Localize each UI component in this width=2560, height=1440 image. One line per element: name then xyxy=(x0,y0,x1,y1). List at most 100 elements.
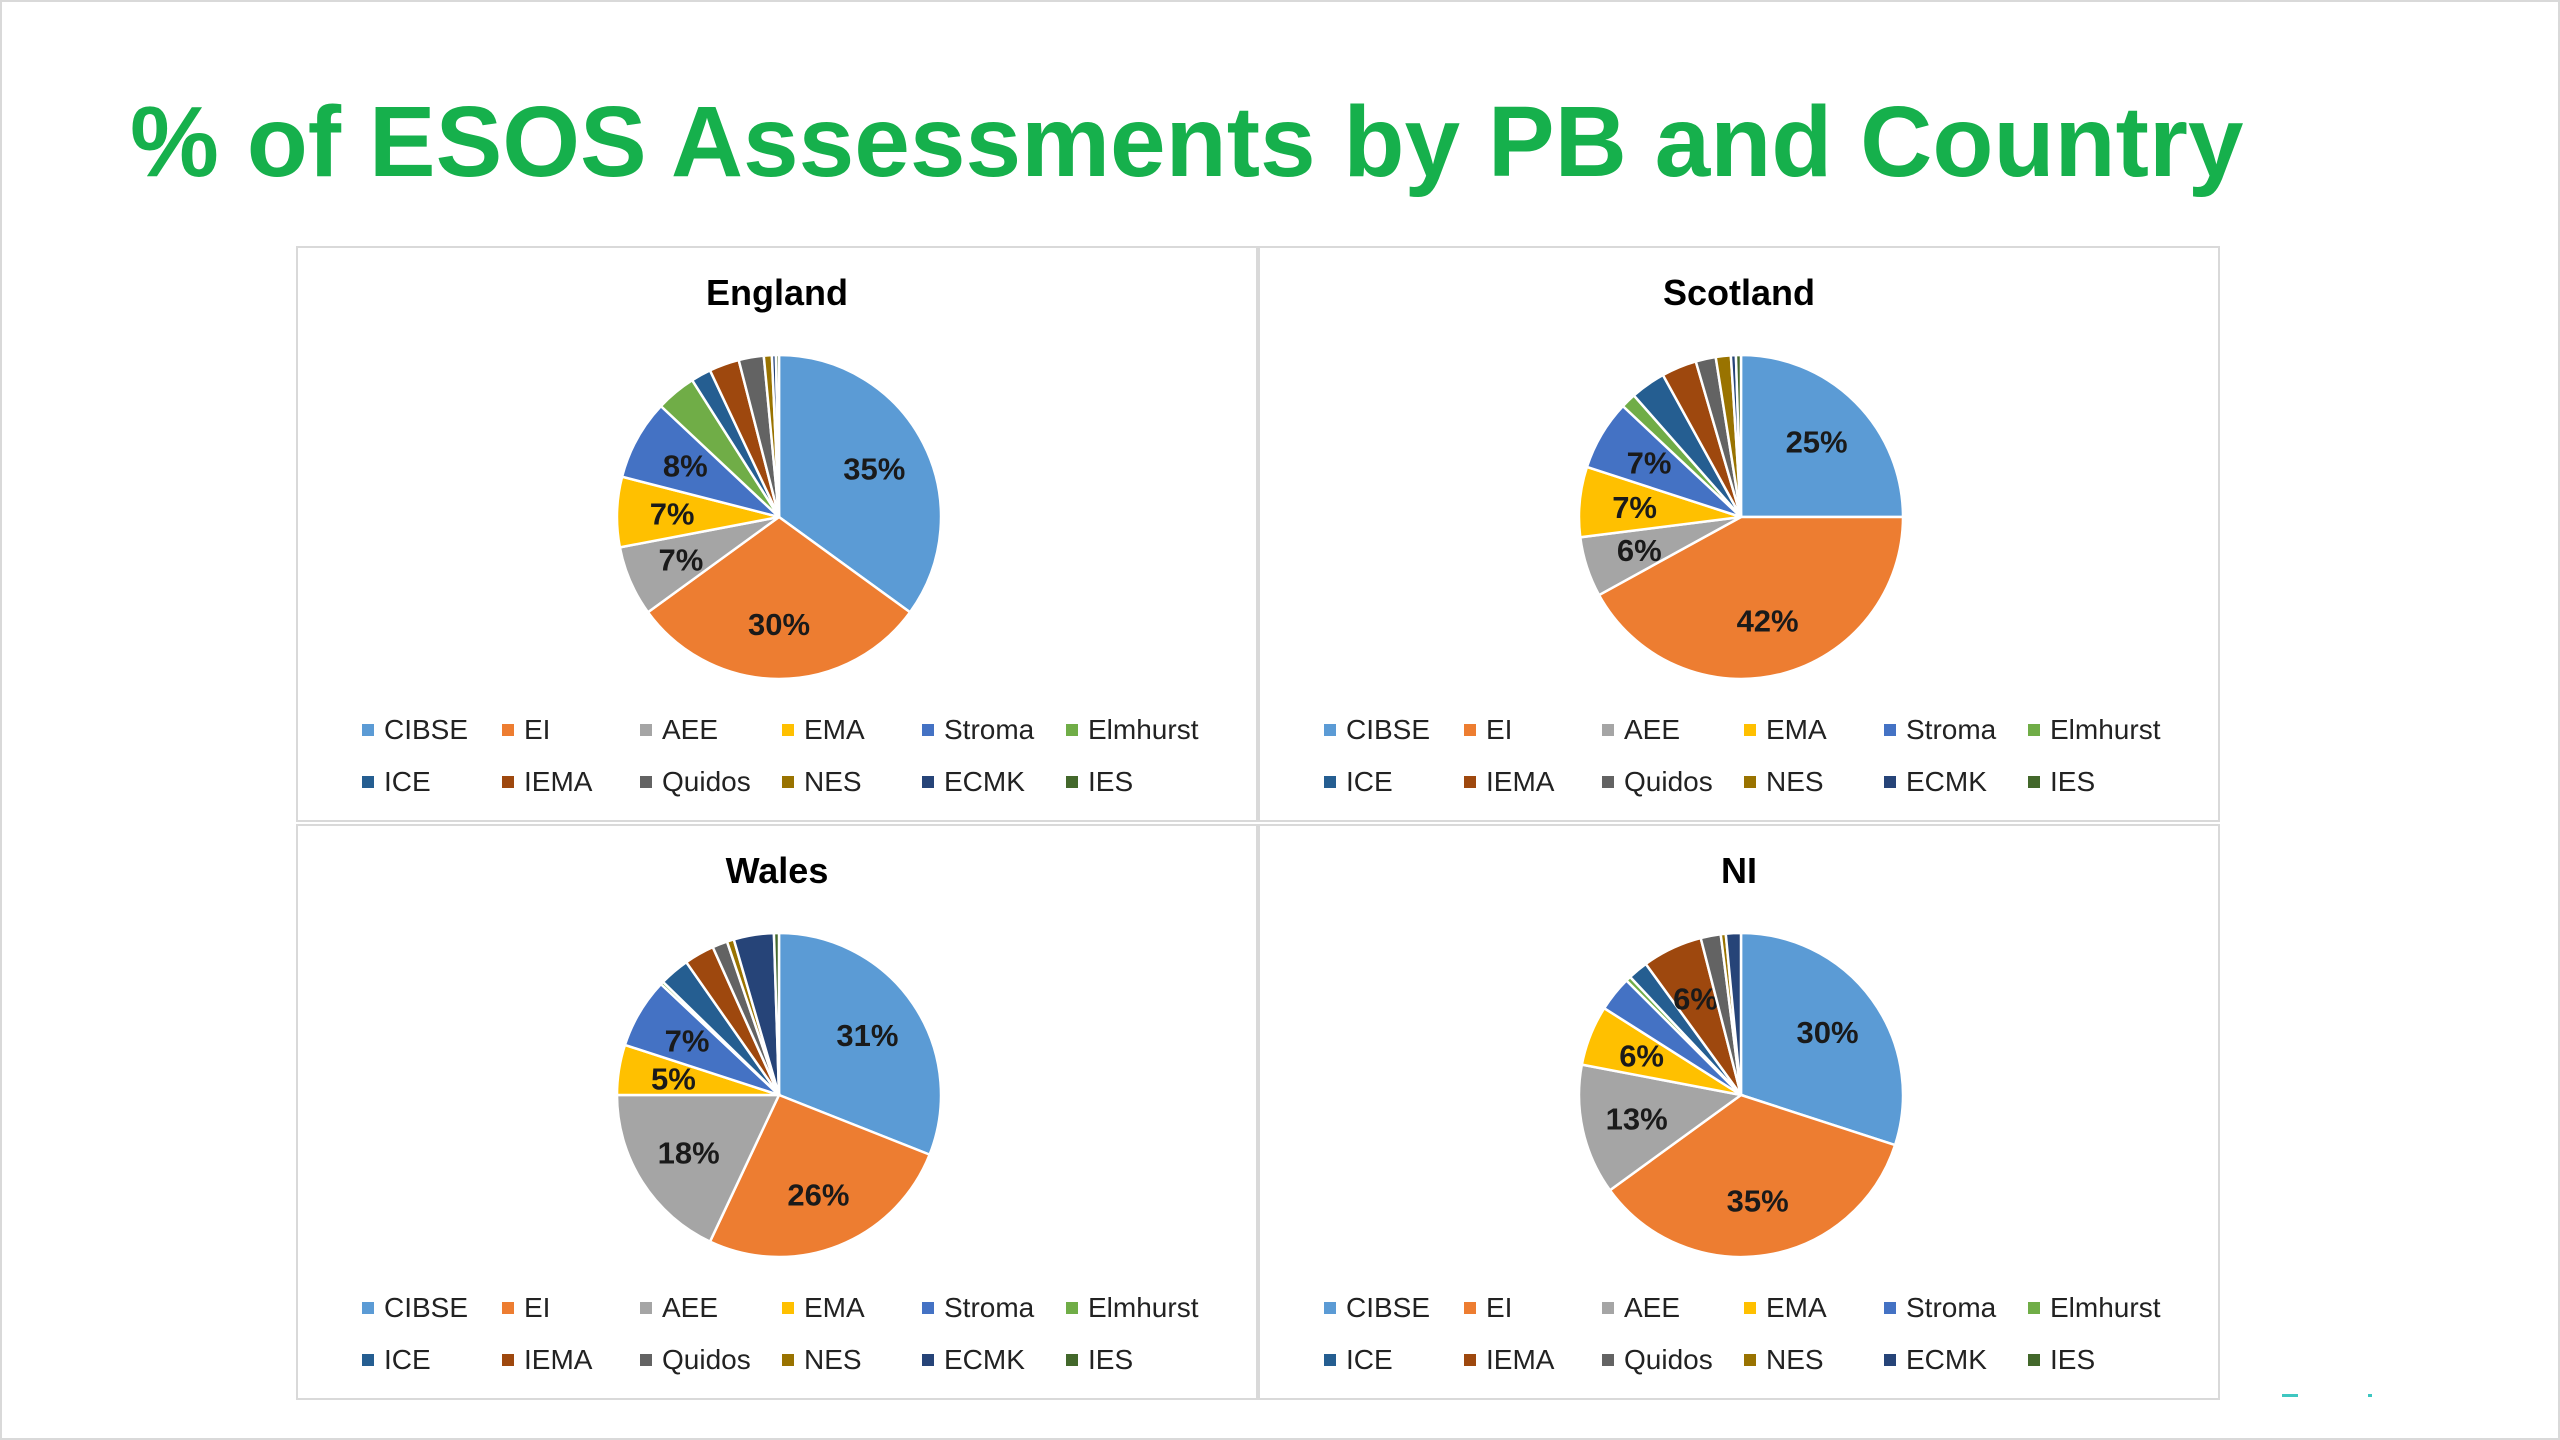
legend-label: ICE xyxy=(384,766,431,797)
legend-item-quidos: Quidos xyxy=(1602,1344,1713,1376)
data-label: 6% xyxy=(1619,1039,1664,1074)
legend-item-ei: EI xyxy=(502,714,550,746)
legend-swatch xyxy=(1744,1354,1756,1366)
legend-label: NES xyxy=(804,1344,862,1375)
legend-item-elmhurst: Elmhurst xyxy=(1066,1292,1198,1324)
legend-swatch xyxy=(1464,1354,1476,1366)
legend-swatch xyxy=(922,1354,934,1366)
legend-swatch xyxy=(782,724,794,736)
legend-item-aee: AEE xyxy=(640,714,718,746)
legend-label: EI xyxy=(524,1292,551,1323)
pie-slice-cibse xyxy=(1739,931,1905,1147)
pie-slice-ei xyxy=(708,1093,932,1259)
legend-label: EI xyxy=(1486,1292,1513,1323)
legend-swatch xyxy=(640,1354,652,1366)
legend-swatch xyxy=(1602,724,1614,736)
legend-swatch xyxy=(1602,1354,1614,1366)
legend-label: EI xyxy=(1486,714,1513,745)
legend-label: EMA xyxy=(1766,1292,1827,1323)
legend-item-stroma: Stroma xyxy=(1884,714,1996,746)
legend-swatch xyxy=(362,724,374,736)
legend-label: IES xyxy=(2050,1344,2096,1375)
chart-panel-england: England 35% 30% 7% 7% 8% CIBSE EI AEE EMA Stroma… xyxy=(296,246,1258,822)
legend-label: EMA xyxy=(804,714,865,745)
data-label: 35% xyxy=(1727,1184,1789,1219)
legend-item-elmhurst: Elmhurst xyxy=(2028,1292,2160,1324)
legend-swatch xyxy=(1464,724,1476,736)
legend-label: IES xyxy=(1088,766,1134,797)
data-label: 25% xyxy=(1786,424,1848,459)
pie-chart: 31% 26% 18% 5%7% xyxy=(615,931,943,1259)
legend-label: AEE xyxy=(662,1292,719,1323)
data-label: 7% xyxy=(658,543,703,578)
legend-label: Quidos xyxy=(662,766,751,797)
legend-label: ICE xyxy=(1346,766,1393,797)
legend-item-ice: ICE xyxy=(1324,1344,1393,1376)
legend-label: NES xyxy=(1766,766,1824,797)
legend-label: IEMA xyxy=(524,766,593,797)
legend-swatch xyxy=(362,776,374,788)
chart-title: England xyxy=(706,272,848,313)
legend-swatch xyxy=(502,1354,514,1366)
legend-item-iema: IEMA xyxy=(502,766,592,798)
legend-item-ecmk: ECMK xyxy=(922,1344,1025,1376)
data-label: 26% xyxy=(787,1177,849,1212)
legend-swatch xyxy=(640,776,652,788)
pie-slice-cibse xyxy=(777,353,943,614)
data-label: 7% xyxy=(650,497,695,532)
legend-swatch xyxy=(1324,1354,1336,1366)
pie-chart: 30% 35% 13% 6% 6% xyxy=(1577,931,1905,1259)
data-label: 5% xyxy=(651,1061,696,1096)
legend-label: CIBSE xyxy=(384,1292,469,1323)
legend-label: EI xyxy=(524,714,551,745)
legend-label: ECMK xyxy=(944,1344,1025,1375)
legend-label: Elmhurst xyxy=(1088,1292,1199,1323)
legend-label: NES xyxy=(804,766,862,797)
legend-swatch xyxy=(502,776,514,788)
pie-slice-cibse xyxy=(777,931,943,1157)
legend-swatch xyxy=(362,1354,374,1366)
legend-swatch xyxy=(1324,724,1336,736)
pie-slice-cibse xyxy=(1739,353,1905,519)
data-label: 42% xyxy=(1737,604,1799,639)
legend-swatch xyxy=(1744,776,1756,788)
legend-label: Quidos xyxy=(1624,1344,1713,1375)
legend-swatch xyxy=(1744,724,1756,736)
legend-item-ies: IES xyxy=(1066,766,1133,798)
legend-swatch xyxy=(1464,776,1476,788)
data-label: 18% xyxy=(658,1135,720,1170)
legend-label: Stroma xyxy=(944,1292,1035,1323)
legend-swatch xyxy=(2028,776,2040,788)
legend-item-ies: IES xyxy=(1066,1344,1133,1376)
legend-label: Elmhurst xyxy=(2050,714,2161,745)
data-label: 35% xyxy=(843,452,905,487)
legend-swatch xyxy=(1066,1302,1078,1314)
legend-swatch xyxy=(782,776,794,788)
chart-panel-wales: Wales 31% 26% 18% 5% 7% CIBSE EI AEE EMA Stroma E… xyxy=(296,824,1258,1400)
legend-label: CIBSE xyxy=(1346,714,1431,745)
legend-item-nes: NES xyxy=(782,1344,862,1376)
legend-item-ecmk: ECMK xyxy=(1884,766,1987,798)
legend-swatch xyxy=(1884,724,1896,736)
legend-label: AEE xyxy=(1624,714,1681,745)
legend-item-nes: NES xyxy=(782,766,862,798)
pie-slice-ei xyxy=(1597,515,1905,681)
legend-swatch xyxy=(1602,1302,1614,1314)
legend-item-quidos: Quidos xyxy=(1602,766,1713,798)
legend-label: Elmhurst xyxy=(1088,714,1199,745)
legend-label: AEE xyxy=(1624,1292,1681,1323)
legend-item-stroma: Stroma xyxy=(1884,1292,1996,1324)
legend-label: Stroma xyxy=(1906,714,1997,745)
legend-swatch xyxy=(362,1302,374,1314)
legend-item-ema: EMA xyxy=(1744,714,1827,746)
pie-chart: 35% 30% 7% 7% 8% xyxy=(615,353,943,681)
legend-item-cibse: CIBSE xyxy=(362,1292,468,1324)
legend-item-ema: EMA xyxy=(782,714,865,746)
data-label: 7% xyxy=(665,1024,710,1059)
legend-item-iema: IEMA xyxy=(1464,766,1554,798)
legend-item-cibse: CIBSE xyxy=(1324,714,1430,746)
legend-swatch xyxy=(1884,776,1896,788)
legend-swatch xyxy=(1602,776,1614,788)
pie-slice-ecmk xyxy=(1724,931,1743,1096)
